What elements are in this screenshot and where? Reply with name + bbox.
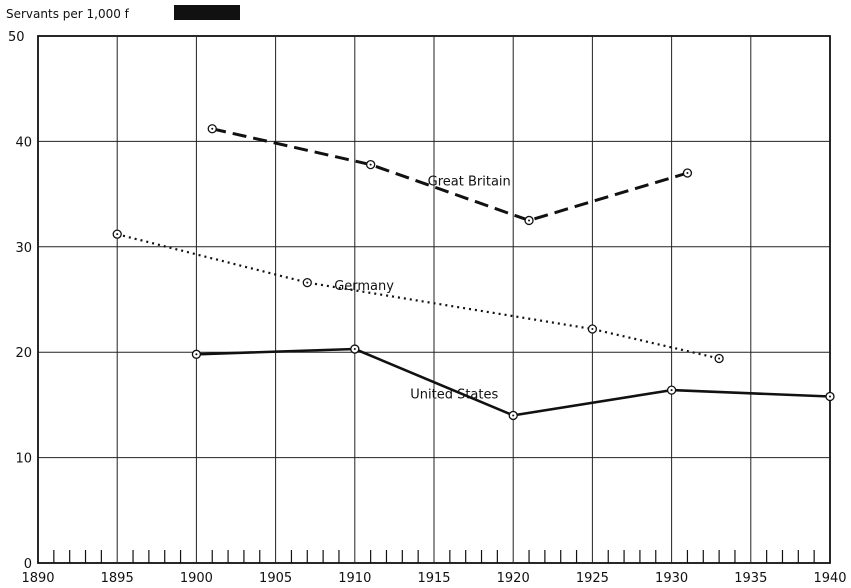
y-tick-label: 20 <box>15 346 32 361</box>
minor-ticks <box>53 550 815 563</box>
data-point-center-united-states <box>195 353 198 356</box>
x-tick-label: 1890 <box>21 571 54 586</box>
x-tick-label: 1920 <box>497 571 530 586</box>
redaction-box <box>174 5 240 20</box>
data-point-center-united-states <box>512 414 515 417</box>
data-point-center-germany <box>116 233 119 236</box>
data-point-center-united-states <box>829 395 831 398</box>
series-labels: Great Britain Germany United States <box>334 175 511 403</box>
data-point-center-great-britain <box>686 172 689 175</box>
y-tick-label: 40 <box>15 135 32 150</box>
x-tick-label: 1910 <box>338 571 371 586</box>
series-label-united-states: United States <box>410 388 498 403</box>
data-point-center-great-britain <box>211 127 214 130</box>
y-tick-label: 10 <box>15 452 32 467</box>
series-label-germany: Germany <box>334 279 394 294</box>
x-tick-label: 1895 <box>101 571 134 586</box>
y-tick-label: 50 <box>8 30 25 45</box>
series-layer <box>112 124 835 421</box>
x-tick-label: 1930 <box>655 571 688 586</box>
y-tick-label: 0 <box>24 557 32 572</box>
data-point-center-germany <box>306 281 309 284</box>
axis-labels: 1890 1895 1900 1905 1910 1915 1920 1925 1930 1935… <box>8 30 847 586</box>
data-point-center-germany <box>591 328 594 331</box>
y-axis-label: Servants per 1,000 f <box>6 7 130 21</box>
y-tick-label: 30 <box>15 241 32 256</box>
data-point-center-germany <box>718 357 721 360</box>
series-line-germany <box>116 233 720 360</box>
data-point-center-great-britain <box>369 163 372 166</box>
series-label-great-britain: Great Britain <box>428 175 511 190</box>
x-tick-label: 1925 <box>576 571 609 586</box>
x-tick-label: 1915 <box>417 571 450 586</box>
x-tick-label: 1935 <box>734 571 767 586</box>
x-tick-label: 1940 <box>813 571 846 586</box>
x-tick-label: 1905 <box>259 571 292 586</box>
data-point-center-great-britain <box>528 219 531 222</box>
x-tick-label: 1900 <box>180 571 213 586</box>
grid <box>37 35 831 564</box>
data-point-center-united-states <box>353 348 356 351</box>
data-point-center-united-states <box>670 389 673 392</box>
